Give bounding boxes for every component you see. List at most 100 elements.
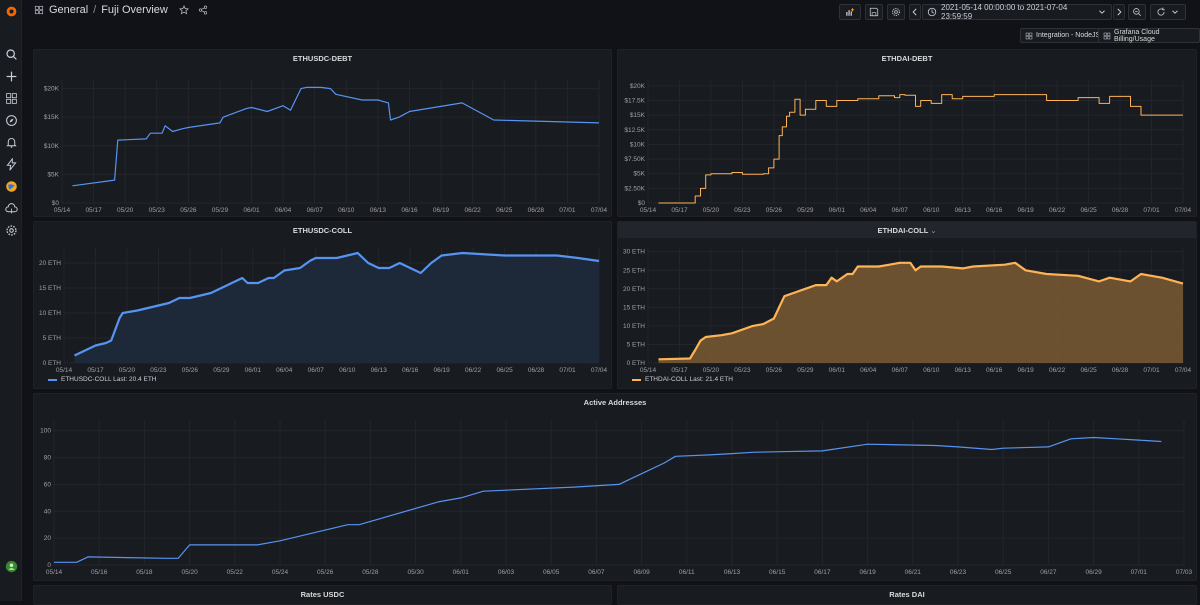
panel-title[interactable]: Rates DAI: [889, 590, 925, 599]
x-tick-label: 06/01: [453, 569, 470, 576]
refresh-button[interactable]: [1150, 4, 1186, 20]
share-icon[interactable]: [198, 5, 208, 15]
chart-ethdai-coll[interactable]: 0 ETH 5 ETH 10 ETH 15 ETH 20 ETH 25 ETH 30 ETH…: [618, 222, 1197, 389]
y-tick-label: $17.5K: [624, 98, 645, 105]
y-tick-label: $0: [638, 200, 646, 207]
dashboard-title[interactable]: Fuji Overview: [101, 4, 168, 16]
x-tick-label: 05/23: [150, 367, 167, 374]
gear-icon[interactable]: [3, 222, 19, 238]
x-tick-label: 05/29: [212, 207, 229, 214]
x-tick-label: 06/22: [465, 367, 482, 374]
dashboards-icon: [1025, 32, 1033, 40]
zoom-out-button[interactable]: [1128, 4, 1146, 20]
x-tick-label: 06/04: [275, 207, 292, 214]
plus-icon[interactable]: [3, 68, 19, 84]
panel-ethusdc-debt[interactable]: ETHUSDC-DEBT $0 $5K $10K $15K $20K 05/14 05/17…: [33, 49, 612, 217]
panel-ethusdc-coll[interactable]: ETHUSDC-COLL 0 ETH 5 ETH 10 ETH 15 ETH 20 ET…: [33, 221, 612, 389]
panel-active-addresses[interactable]: Active Addresses 0 20 40 60 80 100 05/14 05/16 0…: [33, 393, 1197, 581]
y-tick-label: 80: [44, 455, 52, 462]
x-tick-label: 06/01: [243, 207, 260, 214]
y-tick-label: 10 ETH: [39, 310, 61, 317]
dashboards-icon[interactable]: [3, 90, 19, 106]
x-tick-label: 06/19: [1018, 207, 1035, 214]
save-button[interactable]: [865, 4, 883, 20]
x-tick-label: 05/20: [703, 207, 720, 214]
y-tick-label: 5 ETH: [43, 335, 62, 342]
series-area: [74, 253, 599, 363]
chart-ethusdc-debt[interactable]: $0 $5K $10K $15K $20K 05/14 05/17 05/20 05/23 05/…: [34, 50, 612, 217]
legend-item[interactable]: ETHDAI-COLL Last: 21.4 ETH: [632, 376, 733, 383]
settings-button[interactable]: [887, 4, 905, 20]
y-tick-label: 15 ETH: [623, 304, 645, 311]
panel-title[interactable]: ETHDAI-DEBT: [881, 54, 933, 63]
panel-header-hover: [618, 222, 1196, 238]
panel-title[interactable]: Rates USDC: [300, 590, 345, 599]
x-tick-label: 06/13: [371, 367, 388, 374]
bell-icon[interactable]: [3, 134, 19, 150]
x-tick-label: 06/10: [923, 207, 940, 214]
x-tick-label: 05/14: [640, 207, 657, 214]
x-tick-label: 05/20: [117, 207, 134, 214]
chart-ethdai-debt[interactable]: $0 $2.50K $5K $7.50K $10K $12.5K $15K $17.5K $20…: [618, 50, 1197, 217]
panel-menu-chevron[interactable]: ⌄: [930, 226, 937, 235]
panel-title[interactable]: ETHDAI-COLL ⌄: [618, 226, 1196, 235]
x-tick-label: 06/19: [1018, 367, 1035, 374]
panel-rates-usdc[interactable]: Rates USDC: [33, 585, 612, 605]
panel-rates-dai[interactable]: Rates DAI: [617, 585, 1197, 605]
grafana-logo-icon[interactable]: [3, 3, 19, 19]
x-tick-label: 06/04: [860, 367, 877, 374]
y-tick-label: 60: [44, 481, 52, 488]
panel-title[interactable]: Active Addresses: [583, 398, 647, 407]
x-tick-label: 05/20: [119, 367, 136, 374]
x-tick-label: 05/14: [56, 367, 73, 374]
panel-title[interactable]: ETHUSDC-DEBT: [292, 54, 353, 63]
y-tick-label: $5K: [633, 171, 645, 178]
x-tick-label: 05/26: [182, 367, 199, 374]
link-integration-nodejs[interactable]: Integration - NodeJS: [1020, 28, 1106, 43]
panel-title[interactable]: ETHUSDC-COLL: [292, 226, 353, 235]
panel-ethdai-debt[interactable]: ETHDAI-DEBT $0 $2.50K $5K $7.50K $10K $12.5K $…: [617, 49, 1197, 217]
legend-item[interactable]: ETHUSDC-COLL Last: 20.4 ETH: [48, 376, 156, 383]
chart-ethusdc-coll[interactable]: 0 ETH 5 ETH 10 ETH 15 ETH 20 ETH 05/14 05/17 05…: [34, 222, 612, 389]
x-tick-label: 05/17: [85, 207, 102, 214]
y-tick-label: 0 ETH: [43, 360, 62, 367]
time-shift-back-button[interactable]: [909, 4, 921, 20]
time-range-picker[interactable]: 2021-05-14 00:00:00 to 2021-07-04 23:59:…: [922, 3, 1112, 21]
search-icon[interactable]: [3, 46, 19, 62]
time-shift-forward-button[interactable]: [1113, 4, 1125, 20]
y-tick-label: 20: [44, 535, 52, 542]
panel-ethdai-coll[interactable]: ETHDAI-COLL ⌄ 0 ETH 5 ETH 10 ETH 15 ETH 20 E…: [617, 221, 1197, 389]
x-tick-label: 06/16: [986, 367, 1003, 374]
x-tick-label: 07/01: [1143, 367, 1160, 374]
x-tick-label: 06/01: [245, 367, 262, 374]
chart-active-addresses[interactable]: 0 20 40 60 80 100 05/14 05/16 05/18 05/20 05/22 05/…: [34, 394, 1197, 581]
legend-label: ETHDAI-COLL Last: 21.4 ETH: [645, 376, 733, 383]
star-icon[interactable]: [178, 5, 189, 15]
add-panel-button[interactable]: [839, 4, 861, 20]
avatar-icon[interactable]: [3, 558, 19, 574]
top-nav-bar: General / Fuji Overview 2021-05-14 00:: [22, 0, 1200, 24]
x-tick-label: 07/01: [559, 367, 576, 374]
x-tick-label: 06/22: [1049, 367, 1066, 374]
x-tick-label: 05/26: [766, 367, 783, 374]
compass-icon[interactable]: [3, 112, 19, 128]
globe-icon[interactable]: [3, 178, 19, 194]
chevron-left-icon: [910, 7, 920, 17]
x-tick-label: 05/29: [797, 367, 814, 374]
x-tick-label: 06/23: [950, 569, 967, 576]
breadcrumb-folder[interactable]: General: [49, 4, 89, 16]
x-tick-label: 05/30: [407, 569, 424, 576]
x-tick-label: 06/17: [814, 569, 831, 576]
y-tick-label: 20 ETH: [623, 286, 645, 293]
chevron-down-icon: [1170, 7, 1180, 17]
bolt-icon[interactable]: [3, 156, 19, 172]
sidebar: [0, 0, 22, 601]
link-grafana-cloud-billing[interactable]: Grafana Cloud Billing/Usage: [1098, 28, 1200, 43]
x-tick-label: 06/04: [860, 207, 877, 214]
cloud-icon[interactable]: [3, 200, 19, 216]
y-tick-label: $20K: [44, 86, 60, 93]
x-tick-label: 05/26: [180, 207, 197, 214]
refresh-icon: [1156, 7, 1166, 17]
x-tick-label: 06/29: [1085, 569, 1102, 576]
x-tick-label: 06/07: [892, 367, 909, 374]
